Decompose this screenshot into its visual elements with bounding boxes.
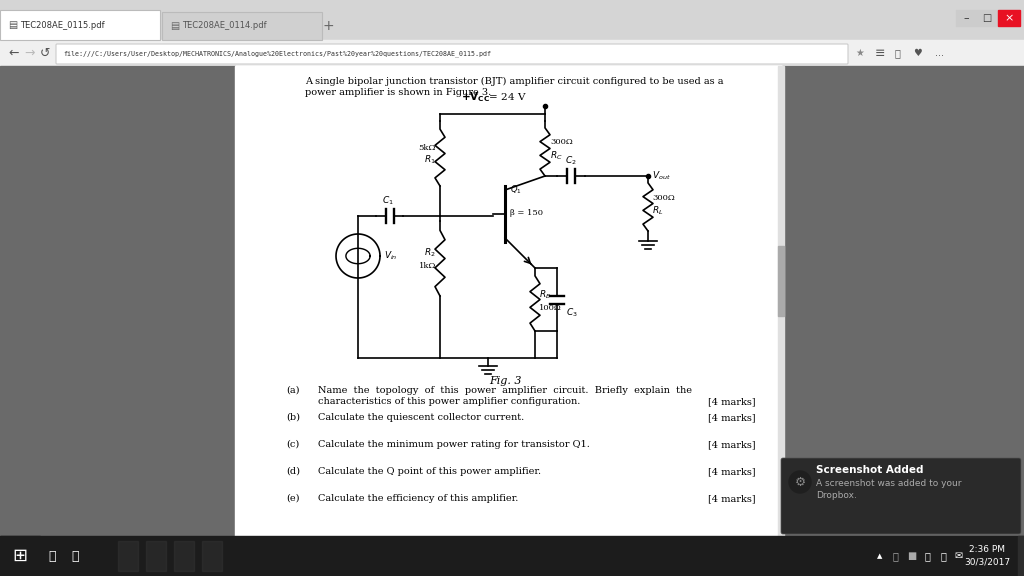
Text: –: – xyxy=(964,13,969,23)
Text: $\bf{+V_{CC}}$= 24 V: $\bf{+V_{CC}}$= 24 V xyxy=(461,90,527,104)
Bar xyxy=(146,541,166,571)
Text: (e): (e) xyxy=(286,494,299,503)
Text: ×: × xyxy=(1005,13,1014,23)
Text: ★: ★ xyxy=(855,48,864,58)
Text: ▤: ▤ xyxy=(8,20,17,30)
Text: $V_{in}$: $V_{in}$ xyxy=(384,250,397,262)
Bar xyxy=(0,536,40,576)
Text: ■: ■ xyxy=(907,551,916,561)
Text: 1kΩ: 1kΩ xyxy=(419,262,436,270)
Text: (b): (b) xyxy=(286,413,300,422)
Text: Calculate the quiescent collector current.: Calculate the quiescent collector curren… xyxy=(318,413,524,422)
Bar xyxy=(782,66,1024,536)
Text: 📶: 📶 xyxy=(924,551,930,561)
Text: +: + xyxy=(323,19,334,33)
Text: ⛶: ⛶ xyxy=(895,48,901,58)
Text: ≡: ≡ xyxy=(874,47,886,59)
Text: Fig. 3: Fig. 3 xyxy=(488,376,521,386)
Text: 2:36 PM: 2:36 PM xyxy=(969,544,1005,554)
Text: ←: ← xyxy=(8,47,18,59)
Text: ↺: ↺ xyxy=(40,47,50,59)
FancyBboxPatch shape xyxy=(781,458,1021,534)
Text: Name  the  topology  of  this  power  amplifier  circuit.  Briefly  explain  the: Name the topology of this power amplifie… xyxy=(318,386,692,395)
Text: file:///C:/Users/User/Desktop/MECHATRONICS/Analogue%20Electronics/Past%20year%20: file:///C:/Users/User/Desktop/MECHATRONI… xyxy=(63,51,490,58)
Text: 300Ω: 300Ω xyxy=(550,138,572,146)
Text: ⧉: ⧉ xyxy=(72,550,79,563)
Text: ...: ... xyxy=(935,48,944,58)
Bar xyxy=(1018,536,1024,576)
Bar xyxy=(118,541,138,571)
Text: A single bipolar junction transistor (BJT) amplifier circuit configured to be us: A single bipolar junction transistor (BJ… xyxy=(305,77,724,86)
Bar xyxy=(0,0,1024,40)
Text: 📦: 📦 xyxy=(892,551,898,561)
Bar xyxy=(202,541,222,571)
Text: TEC208AE_0114.pdf: TEC208AE_0114.pdf xyxy=(182,21,266,31)
Text: (c): (c) xyxy=(286,440,299,449)
FancyBboxPatch shape xyxy=(0,10,160,40)
Text: TEC208AE_0115.pdf: TEC208AE_0115.pdf xyxy=(20,21,104,29)
Text: ♥: ♥ xyxy=(913,48,922,58)
Text: ▤: ▤ xyxy=(170,21,179,31)
Text: ✉: ✉ xyxy=(954,551,963,561)
Text: $R_E$: $R_E$ xyxy=(539,288,551,301)
Text: $R_1$: $R_1$ xyxy=(424,153,436,166)
Bar xyxy=(174,541,194,571)
Text: (a): (a) xyxy=(286,386,299,395)
Text: ⚙: ⚙ xyxy=(795,476,806,488)
Text: $R_C$: $R_C$ xyxy=(550,149,563,162)
Text: Dropbox.: Dropbox. xyxy=(816,491,857,499)
Text: [4 marks]: [4 marks] xyxy=(709,413,756,422)
Text: [4 marks]: [4 marks] xyxy=(709,494,756,503)
Bar xyxy=(0,40,1024,66)
Text: [4 marks]: [4 marks] xyxy=(709,397,756,406)
Text: Calculate the efficiency of this amplifier.: Calculate the efficiency of this amplifi… xyxy=(318,494,518,503)
Bar xyxy=(0,66,234,536)
Bar xyxy=(977,10,997,26)
Text: characteristics of this power amplifier configuration.: characteristics of this power amplifier … xyxy=(318,397,581,406)
Text: $C_1$: $C_1$ xyxy=(382,195,393,207)
Text: (d): (d) xyxy=(286,467,300,476)
Text: power amplifier is shown in Figure 3.: power amplifier is shown in Figure 3. xyxy=(305,88,492,97)
FancyBboxPatch shape xyxy=(162,12,322,40)
Bar xyxy=(778,246,784,316)
Text: [4 marks]: [4 marks] xyxy=(709,440,756,449)
Bar xyxy=(998,10,1020,26)
Text: 100Ω: 100Ω xyxy=(539,304,562,312)
Text: Screenshot Added: Screenshot Added xyxy=(816,465,924,475)
Bar xyxy=(778,66,784,536)
Text: $V_{out}$: $V_{out}$ xyxy=(652,170,671,182)
Text: [4 marks]: [4 marks] xyxy=(709,467,756,476)
Text: 300Ω: 300Ω xyxy=(652,194,675,202)
Text: $R_2$: $R_2$ xyxy=(424,247,436,259)
Text: □: □ xyxy=(982,13,991,23)
Text: β = 150: β = 150 xyxy=(510,209,543,217)
Text: $C_3$: $C_3$ xyxy=(566,306,578,319)
Text: ⊞: ⊞ xyxy=(12,547,28,565)
Text: 30/3/2017: 30/3/2017 xyxy=(964,558,1010,567)
Text: →: → xyxy=(24,47,35,59)
Text: A screenshot was added to your: A screenshot was added to your xyxy=(816,479,962,487)
FancyBboxPatch shape xyxy=(56,44,848,64)
Bar xyxy=(956,10,976,26)
Text: $R_L$: $R_L$ xyxy=(652,204,664,217)
Text: $Q_1$: $Q_1$ xyxy=(510,184,521,196)
Text: ▲: ▲ xyxy=(878,553,883,559)
Text: 🔍: 🔍 xyxy=(48,550,55,563)
Text: $C_2$: $C_2$ xyxy=(565,154,577,167)
Text: Calculate the Q point of this power amplifier.: Calculate the Q point of this power ampl… xyxy=(318,467,541,476)
Circle shape xyxy=(790,471,811,493)
Text: Calculate the minimum power rating for transistor Q1.: Calculate the minimum power rating for t… xyxy=(318,440,590,449)
Bar xyxy=(0,536,1024,576)
Text: 🔊: 🔊 xyxy=(940,551,946,561)
Text: 5kΩ: 5kΩ xyxy=(419,143,436,151)
Bar xyxy=(234,66,782,536)
